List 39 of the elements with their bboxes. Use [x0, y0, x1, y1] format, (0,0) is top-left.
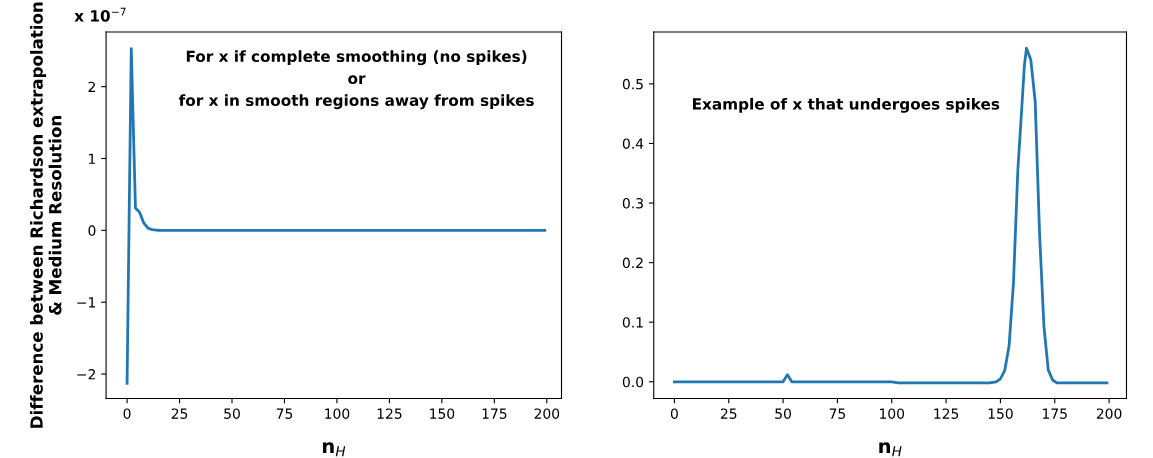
y-tick-label: 1 — [89, 153, 96, 164]
y-tick-label: 0.4 — [622, 138, 644, 149]
x-tick-label: 0 — [670, 408, 678, 419]
y-tick-label: 0.0 — [622, 376, 644, 388]
annotation: or — [348, 75, 366, 85]
x-axis-title: n$_{H}$ — [322, 442, 346, 457]
x-tick-label: 150 — [988, 408, 1013, 419]
y-tick-label: −2 — [77, 369, 95, 380]
y-axis-title: Difference between Richardson extrapolation & Medium Resolution — [29, 2, 62, 428]
line-series — [673, 46, 1109, 385]
annotation: Example of x that undergoes spikes — [692, 97, 1000, 113]
y-tick-label: 0.3 — [622, 198, 643, 209]
x-tick-label: 175 — [482, 408, 507, 419]
x-tick-label: 150 — [430, 408, 455, 419]
x-tick-label: 0 — [123, 408, 131, 419]
x-tick-label: 50 — [224, 408, 240, 419]
x-tick-label: 200 — [1096, 408, 1122, 419]
x-tick-label: 100 — [325, 408, 350, 419]
x-tick-label: 75 — [829, 408, 846, 419]
annotation: for x in smooth regions away from spikes — [178, 94, 534, 110]
x-tick-label: 125 — [377, 408, 402, 419]
x-axis-title: n$_{H}$ — [879, 442, 902, 457]
x-tick-label: 175 — [1043, 408, 1067, 419]
y-tick-label: 0 — [88, 225, 96, 236]
x-tick-label: 50 — [775, 408, 791, 419]
y-tick-label: 0.2 — [622, 257, 643, 269]
text: x 10$^{−7}$ — [74, 7, 126, 22]
y-tick-label: 0.1 — [622, 317, 643, 328]
y-tick-label: −1 — [77, 297, 96, 308]
y-tick-label: 0.5 — [622, 78, 643, 90]
line-series — [125, 47, 547, 385]
y-tick-label: 2 — [88, 81, 95, 92]
annotation: For x if complete smoothing (no spikes) — [186, 50, 527, 66]
x-tick-label: 100 — [880, 408, 905, 419]
x-tick-label: 25 — [720, 408, 737, 419]
x-tick-label: 75 — [276, 408, 293, 419]
x-tick-label: 25 — [171, 408, 188, 419]
x-tick-label: 125 — [934, 408, 959, 419]
x-tick-label: 200 — [534, 408, 560, 419]
